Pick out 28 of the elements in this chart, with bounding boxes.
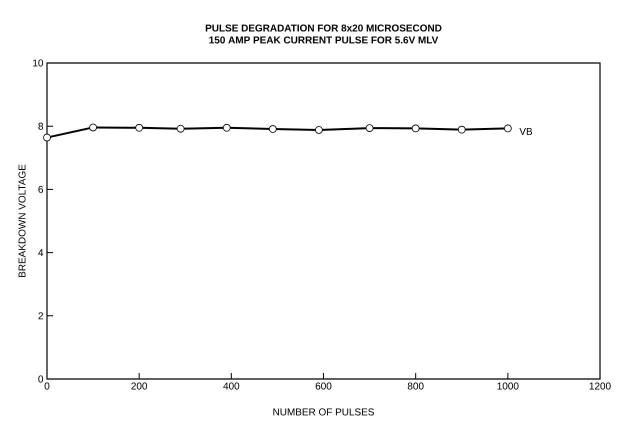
y-tick-label: 8: [38, 122, 44, 130]
x-tick-label: 200: [131, 382, 148, 390]
point: [366, 124, 374, 132]
x-axis-title: NUMBER OF PULSES: [273, 408, 374, 416]
x-tick-label: 0: [44, 382, 50, 390]
point: [89, 124, 97, 132]
point: [43, 134, 51, 142]
series-label: VB: [519, 128, 532, 135]
point: [135, 124, 144, 132]
point: [412, 124, 420, 132]
chart-title: PULSE DEGRADATION FOR 8x20 MICROSECOND 150 AMP PEAK CURRENT PULSE FOR 5.6V MLV: [206, 24, 442, 44]
y-tick-label: 4: [38, 249, 44, 256]
point: [268, 125, 277, 133]
point: [315, 126, 323, 134]
point: [458, 126, 466, 134]
x-tick-label: 600: [316, 382, 332, 390]
y-tick-label: 2: [38, 312, 43, 320]
x-tick-label: 1000: [498, 382, 519, 390]
y-axis-title: BREAKDOWN VOLTAGE: [18, 164, 26, 278]
point: [504, 124, 512, 132]
y-tick-label: 10: [33, 59, 44, 67]
x-tick-label: 1200: [590, 382, 611, 390]
x-tick-label: 400: [223, 382, 240, 390]
point: [222, 124, 231, 132]
point: [176, 124, 185, 133]
y-tick-label: 6: [38, 186, 44, 193]
x-tick-label: 800: [408, 382, 424, 390]
y-tick-label: 0: [38, 375, 44, 383]
